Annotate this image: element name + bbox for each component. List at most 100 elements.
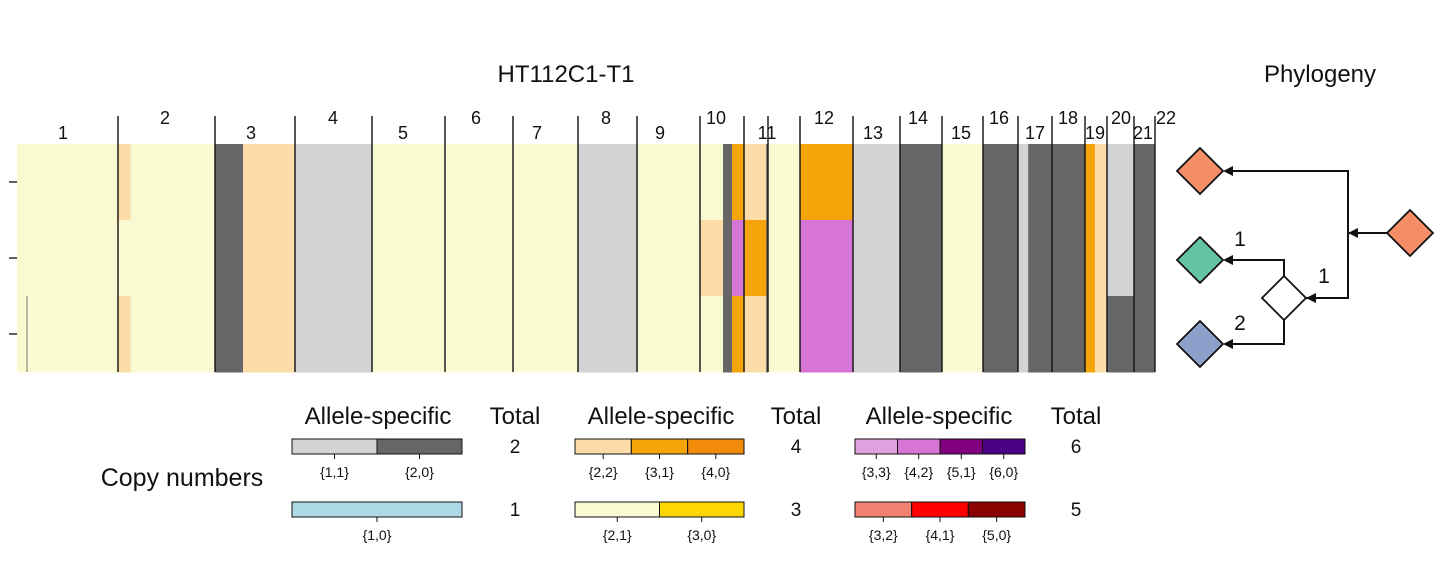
legend-total-value: 1 xyxy=(510,500,521,521)
cn-cell xyxy=(637,220,700,297)
legend-header-allele: Allele-specific xyxy=(305,403,452,430)
cn-cell xyxy=(983,220,1018,297)
legend-header-total: Total xyxy=(1051,403,1102,430)
cn-cell xyxy=(853,144,900,221)
cn-cell xyxy=(372,144,445,221)
edge-label: 2 xyxy=(1234,312,1246,335)
chromosome-block-1 xyxy=(17,144,118,373)
cn-subsegment xyxy=(732,220,745,297)
chromosome-label-15: 15 xyxy=(951,123,971,143)
chromosome-block-17 xyxy=(983,144,1018,373)
cn-cell xyxy=(372,220,445,297)
chromosome-label-21: 21 xyxy=(1133,123,1153,143)
chromosome-block-22 xyxy=(1134,144,1155,373)
cn-cell xyxy=(900,296,942,373)
leaf-node-3 xyxy=(1175,319,1225,369)
cn-cell xyxy=(853,296,900,373)
chromosome-label-9: 9 xyxy=(655,123,665,143)
cn-cell xyxy=(942,144,983,221)
tree-edge xyxy=(1233,320,1285,345)
legend-state-label: {3,3} xyxy=(862,464,891,480)
cn-subsegment xyxy=(744,220,767,297)
cn-cell xyxy=(983,296,1018,373)
cn-cell xyxy=(513,144,578,221)
leaf-node-1 xyxy=(1175,146,1225,196)
cn-cell xyxy=(295,220,372,297)
chromosome-block-8 xyxy=(578,144,637,373)
legend-state-label: {3,2} xyxy=(869,527,898,543)
legend-group-total-5: {3,2} {4,1} {5,0} 5 xyxy=(854,500,1082,543)
legend-swatch xyxy=(291,438,378,455)
chromosome-label-1: 1 xyxy=(58,123,68,143)
cn-cell xyxy=(1107,144,1134,221)
legend-swatch xyxy=(687,438,745,455)
cn-cell xyxy=(637,144,700,221)
cn-cell xyxy=(17,144,118,221)
legend-state-label: {1,1} xyxy=(320,464,349,480)
cn-cell xyxy=(513,220,578,297)
legend-state-label: {5,1} xyxy=(947,464,976,480)
cn-cell xyxy=(1107,296,1134,373)
legend-group-total-4: {2,2} {3,1} {4,0} 4 xyxy=(574,437,802,480)
legend-swatch xyxy=(897,438,941,455)
chromosome-label-14: 14 xyxy=(908,108,928,128)
chromosome-label-12: 12 xyxy=(814,108,834,128)
cn-cell xyxy=(800,220,853,297)
cn-cell xyxy=(1052,220,1085,297)
legend-state-label: {2,1} xyxy=(603,527,632,543)
cn-cell xyxy=(900,144,942,221)
legend-swatch xyxy=(967,501,1026,518)
cn-cell xyxy=(295,144,372,221)
cn-cell xyxy=(983,144,1018,221)
cn-cell xyxy=(942,220,983,297)
internal-node xyxy=(1260,274,1308,322)
arrow-head xyxy=(1348,228,1358,238)
chromosome-label-11: 11 xyxy=(758,123,777,143)
tree-edge xyxy=(1233,170,1349,299)
cn-subsegment xyxy=(723,296,732,373)
chromosome-block-18 xyxy=(1018,144,1052,373)
cn-subsegment xyxy=(723,220,732,297)
cn-cell xyxy=(1134,220,1155,297)
cn-subsegment xyxy=(744,144,767,221)
chromosome-label-18: 18 xyxy=(1058,108,1078,128)
cn-subsegment xyxy=(1085,144,1095,221)
cn-cell xyxy=(900,220,942,297)
chromosome-label-22: 22 xyxy=(1156,108,1176,128)
chromosome-label-4: 4 xyxy=(328,108,338,128)
cn-subsegment xyxy=(1085,296,1095,373)
legend-swatch xyxy=(854,501,913,518)
legend-swatch xyxy=(939,438,983,455)
copy-number-legend: Copy numbers Allele-specific Total Allele-… xyxy=(101,403,1102,543)
chromosome-label-19: 19 xyxy=(1085,123,1105,143)
row-ticks xyxy=(9,181,17,335)
chromosome-block-3 xyxy=(215,144,295,373)
legend-state-label: {3,0} xyxy=(687,527,716,543)
legend-group-total-3: {2,1} {3,0} 3 xyxy=(574,500,802,543)
legend-state-label: {4,1} xyxy=(926,527,955,543)
legend-state-label: {2,2} xyxy=(589,464,618,480)
chromosome-label-6: 6 xyxy=(471,108,481,128)
chromosome-block-5 xyxy=(372,144,445,373)
chromosome-block-14 xyxy=(853,144,900,373)
legend-total-value: 2 xyxy=(510,437,521,458)
chromosome-label-17: 17 xyxy=(1025,123,1045,143)
tree-edge xyxy=(1233,259,1285,276)
legend-total-value: 6 xyxy=(1071,437,1082,458)
cn-subsegment xyxy=(732,144,745,221)
cn-subsegment xyxy=(1018,144,1029,221)
cn-cell xyxy=(578,220,637,297)
arrow-head xyxy=(1223,166,1233,176)
arrow-head xyxy=(1223,339,1233,349)
legend-state-label: {1,0} xyxy=(363,527,392,543)
chromosome-block-10 xyxy=(700,144,732,373)
cn-cell xyxy=(445,296,513,373)
cn-subsegment xyxy=(243,220,295,297)
edge-label-internal: 1 xyxy=(1318,265,1330,288)
legend-total-value: 5 xyxy=(1071,500,1082,521)
legend-state-label: {3,1} xyxy=(645,464,674,480)
legend-swatch xyxy=(659,501,745,518)
cn-cell xyxy=(1134,296,1155,373)
legend-total-value: 3 xyxy=(791,500,802,521)
